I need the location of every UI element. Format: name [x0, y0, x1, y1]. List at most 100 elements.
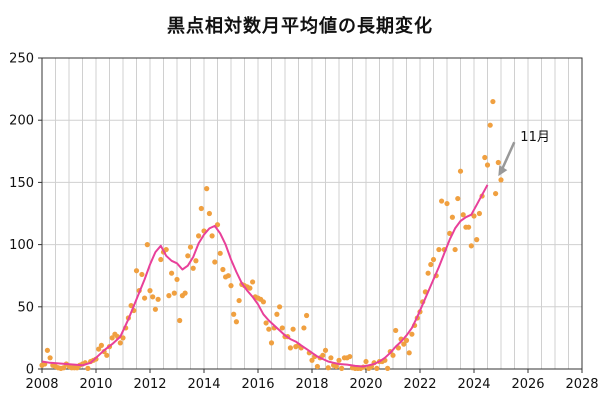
annotation-label: 11月 [520, 130, 550, 145]
y-tick-label: 250 [9, 52, 34, 67]
monthly-mean-point [425, 270, 431, 276]
monthly-mean-point [457, 168, 464, 174]
x-tick-label: 2024 [457, 377, 490, 392]
monthly-mean-point [174, 276, 180, 283]
monthly-mean-point [487, 122, 493, 128]
monthly-mean-point [314, 363, 320, 370]
monthly-mean-point [260, 299, 266, 305]
monthly-mean-point [336, 357, 342, 363]
monthly-mean-point [468, 243, 474, 249]
monthly-mean-point [328, 355, 334, 361]
monthly-mean-point [247, 285, 253, 291]
monthly-mean-point [268, 340, 275, 346]
monthly-mean-point [490, 98, 496, 105]
monthly-mean-point [498, 177, 504, 183]
monthly-mean-point [193, 258, 199, 264]
monthly-mean-point [304, 312, 310, 319]
x-tick-label: 2020 [349, 377, 382, 392]
monthly-mean-point [166, 293, 172, 299]
monthly-mean-point [439, 198, 445, 204]
x-tick-label: 2026 [511, 377, 544, 392]
monthly-mean-point [471, 213, 477, 219]
monthly-mean-point [444, 200, 450, 207]
monthly-mean-point [385, 365, 391, 371]
monthly-mean-point [484, 162, 491, 168]
monthly-mean-point [322, 347, 329, 353]
monthly-mean-point [495, 159, 501, 166]
monthly-mean-point [212, 259, 218, 265]
monthly-mean-point [320, 352, 326, 358]
monthly-mean-point [209, 233, 215, 239]
monthly-mean-point [290, 326, 296, 332]
monthly-mean-point [482, 154, 488, 161]
x-tick-label: 2016 [241, 377, 274, 392]
monthly-mean-point [374, 365, 380, 371]
monthly-mean-point [139, 271, 145, 278]
monthly-mean-point [325, 365, 331, 371]
y-tick-label: 50 [17, 300, 34, 315]
x-tick-label: 2014 [187, 377, 220, 392]
monthly-mean-point [493, 190, 499, 197]
monthly-mean-point [98, 342, 104, 348]
monthly-mean-point [190, 265, 196, 271]
monthly-mean-point [152, 306, 158, 312]
monthly-mean-point [120, 335, 126, 341]
monthly-mean-point [155, 296, 161, 302]
monthly-mean-point [171, 290, 177, 296]
monthly-mean-point [198, 205, 204, 212]
monthly-mean-point [233, 319, 239, 325]
monthly-mean-point [117, 340, 123, 346]
y-tick-label: 0 [26, 363, 34, 378]
monthly-mean-point [104, 352, 110, 358]
monthly-mean-point [401, 341, 407, 347]
monthly-mean-point [185, 253, 191, 259]
x-tick-label: 2022 [403, 377, 436, 392]
monthly-mean-point [403, 337, 410, 343]
monthly-mean-point [169, 270, 175, 276]
x-tick-label: 2012 [133, 377, 166, 392]
x-tick-label: 2018 [295, 377, 328, 392]
y-tick-label: 150 [9, 176, 34, 191]
monthly-mean-point [225, 273, 231, 279]
monthly-mean-point [204, 186, 210, 192]
monthly-mean-point [220, 266, 226, 273]
monthly-mean-point [287, 345, 293, 351]
monthly-mean-point [452, 246, 458, 253]
monthly-mean-point [301, 325, 307, 331]
monthly-mean-point [214, 222, 221, 228]
monthly-mean-point [339, 365, 345, 371]
monthly-mean-point [228, 283, 234, 289]
monthly-mean-point [44, 347, 51, 353]
x-tick-label: 2010 [79, 377, 112, 392]
monthly-mean-point [279, 325, 285, 331]
monthly-mean-point [363, 358, 369, 365]
annotation-arrow-head [498, 165, 508, 177]
monthly-mean-point [47, 355, 53, 361]
monthly-mean-point [263, 320, 269, 326]
monthly-mean-point [333, 363, 339, 370]
monthly-mean-point [144, 242, 150, 248]
monthly-mean-point [150, 294, 156, 300]
smoothed-line [41, 184, 489, 368]
monthly-mean-point [466, 224, 472, 230]
monthly-mean-point [455, 195, 461, 202]
monthly-mean-point [217, 250, 223, 256]
monthly-mean-point [196, 233, 202, 239]
monthly-mean-point [147, 288, 153, 294]
monthly-mean-point [206, 210, 212, 217]
chart-title: 黒点相対数月平均値の長期変化 [167, 16, 433, 37]
monthly-mean-point [409, 331, 415, 337]
monthly-mean-point [266, 326, 272, 332]
monthly-mean-point [428, 261, 434, 268]
monthly-mean-point [85, 365, 91, 371]
monthly-mean-point [61, 365, 67, 371]
monthly-mean-point [236, 297, 242, 304]
monthly-mean-point [231, 311, 237, 317]
monthly-mean-point [133, 268, 140, 274]
monthly-mean-point [460, 212, 466, 218]
monthly-mean-point [142, 295, 148, 301]
monthly-mean-point [474, 237, 480, 243]
y-tick-label: 200 [9, 114, 34, 129]
